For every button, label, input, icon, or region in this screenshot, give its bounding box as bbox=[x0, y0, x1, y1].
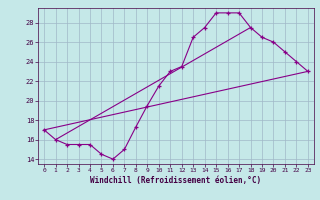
X-axis label: Windchill (Refroidissement éolien,°C): Windchill (Refroidissement éolien,°C) bbox=[91, 176, 261, 185]
